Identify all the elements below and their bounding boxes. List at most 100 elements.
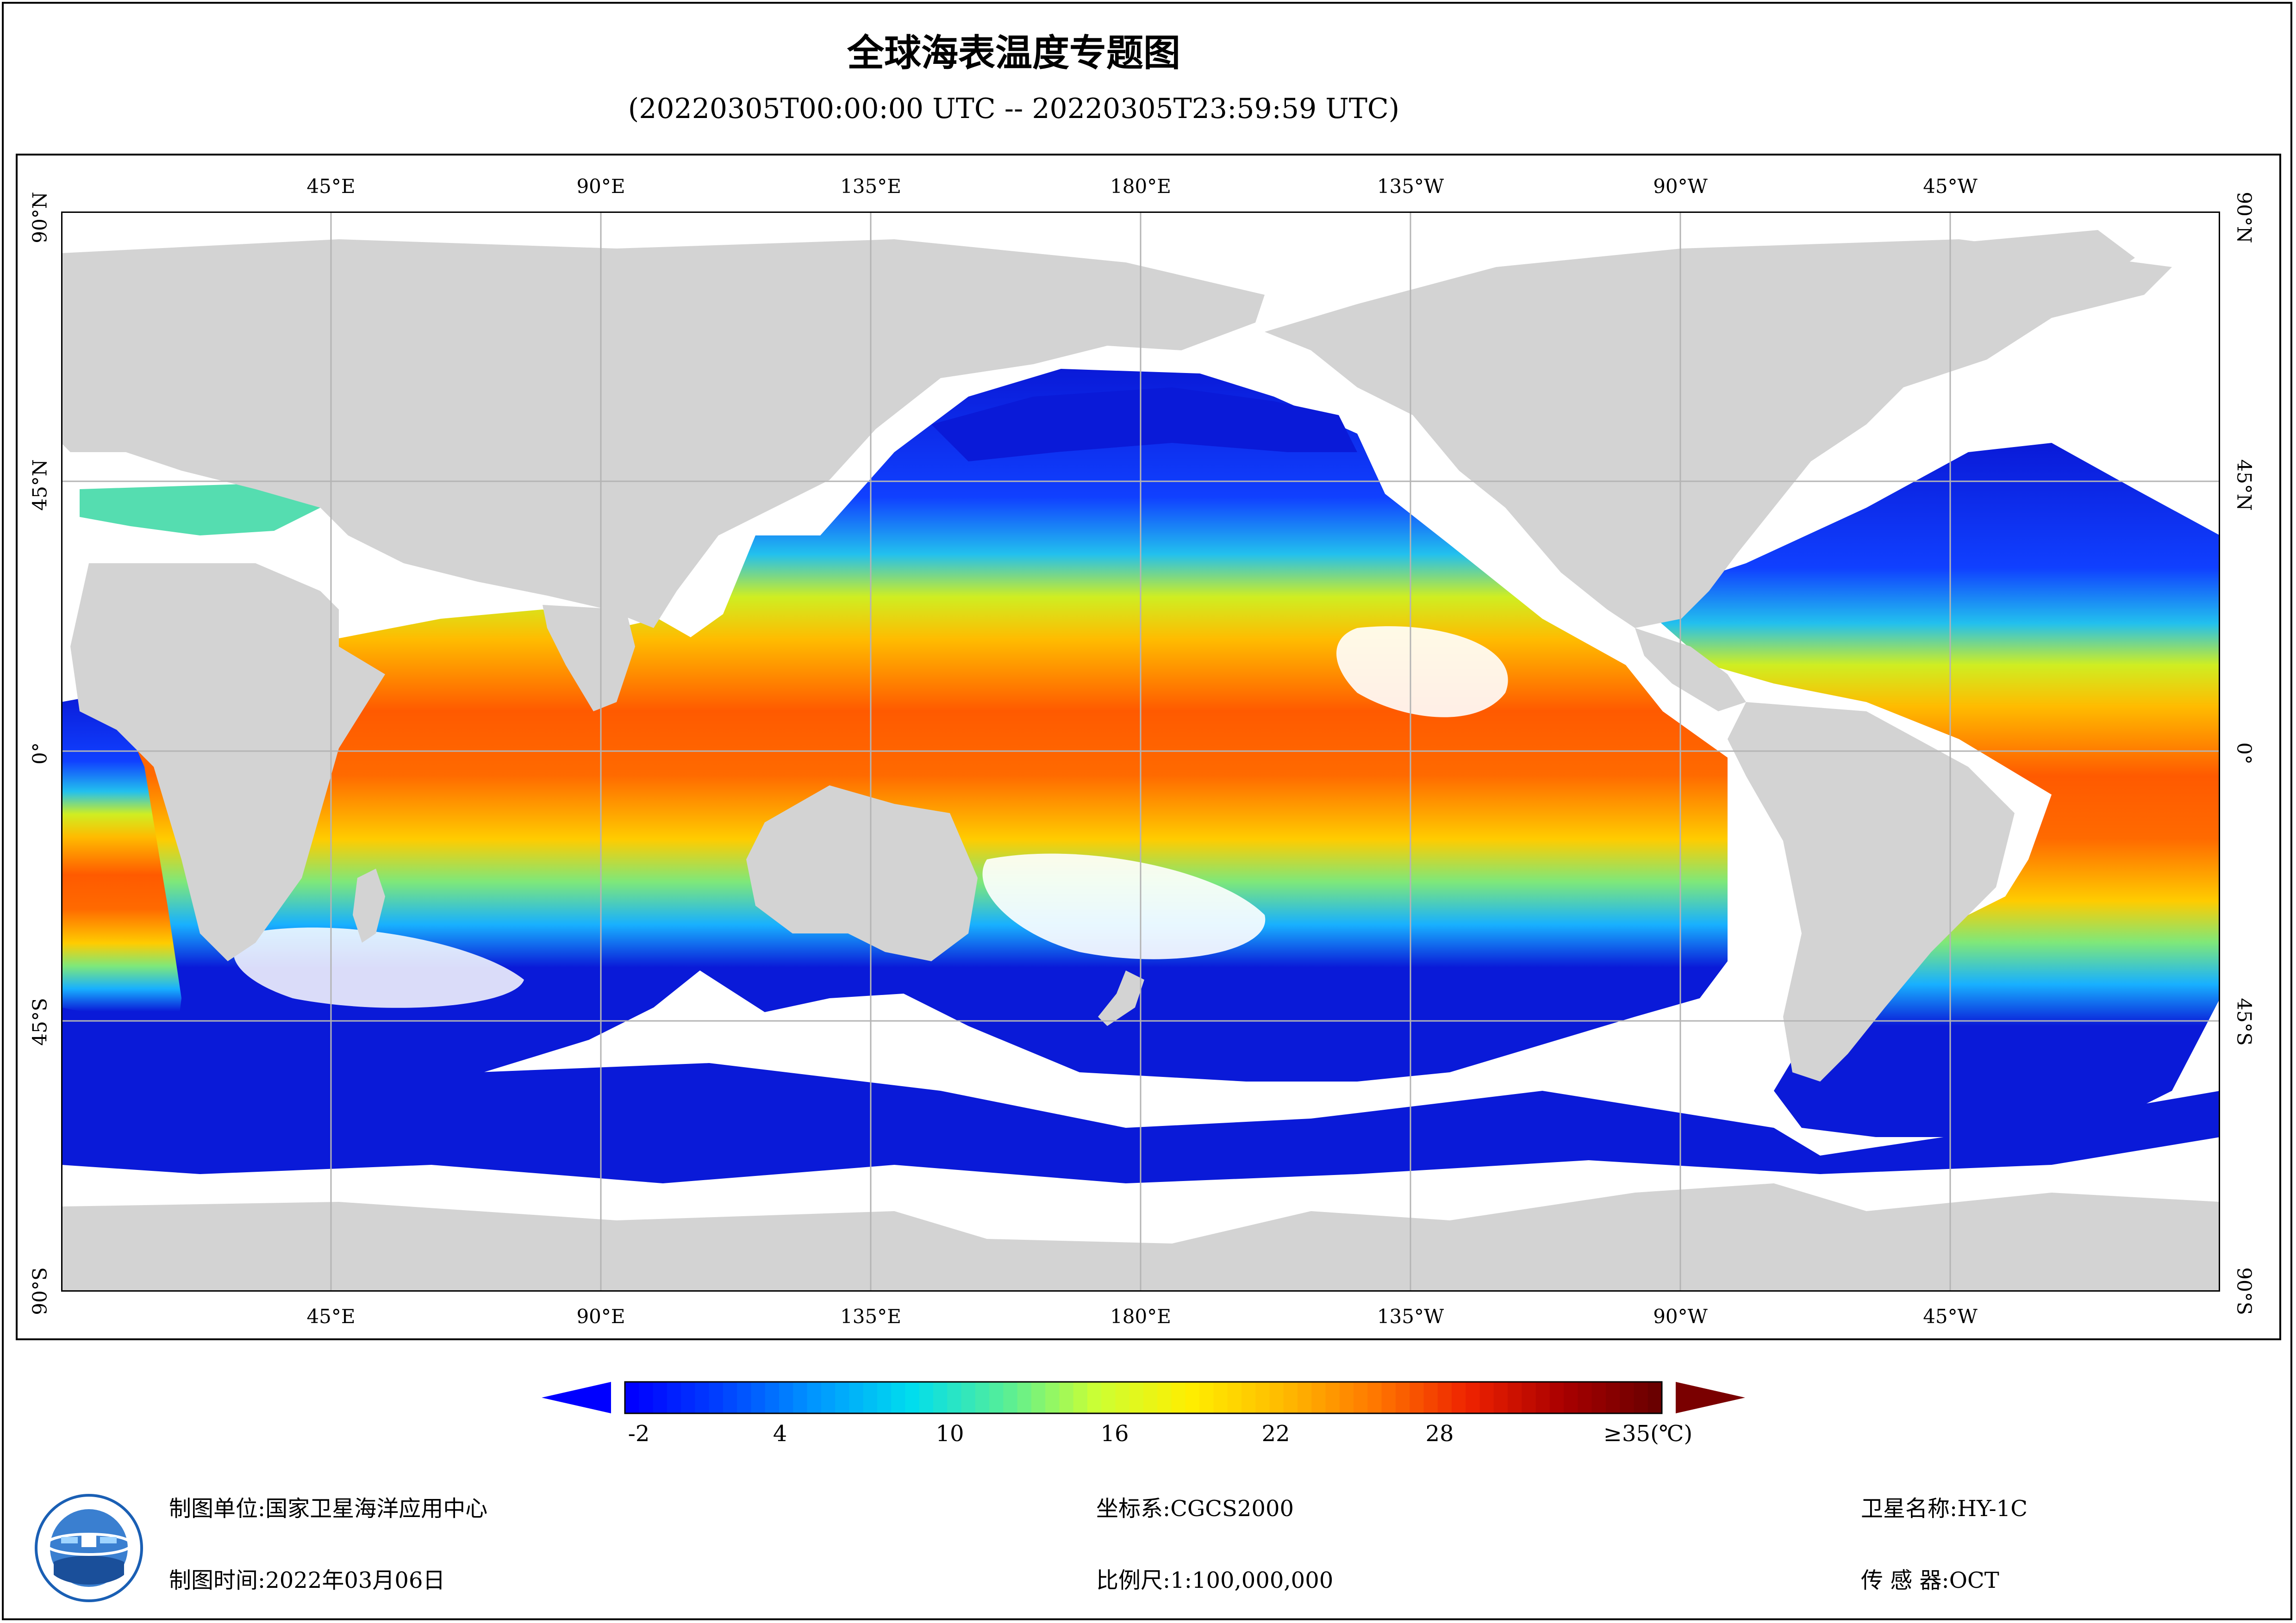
colorbar-cell bbox=[667, 1382, 681, 1413]
colorbar-cell bbox=[905, 1382, 920, 1413]
colorbar-cells bbox=[624, 1381, 1663, 1414]
land-south-america bbox=[1728, 702, 2015, 1082]
colorbar-cell bbox=[1157, 1382, 1172, 1413]
colorbar-cell bbox=[1522, 1382, 1536, 1413]
colorbar-cell bbox=[1634, 1382, 1648, 1413]
lon-label-top-90e: 90°E bbox=[576, 175, 625, 198]
colorbar-cell bbox=[1311, 1382, 1326, 1413]
crs-label: 坐标系: bbox=[1096, 1496, 1171, 1522]
sst-field-atlantic bbox=[1635, 443, 2220, 1137]
colorbar-cell bbox=[1605, 1382, 1620, 1413]
colorbar-cell bbox=[1045, 1382, 1060, 1413]
lon-label-top-135w: 135°W bbox=[1377, 175, 1444, 198]
colorbar-cell bbox=[1213, 1382, 1228, 1413]
colorbar-border bbox=[624, 1381, 1663, 1414]
colorbar-cell bbox=[1283, 1382, 1298, 1413]
colorbar-cell bbox=[1325, 1382, 1340, 1413]
colorbar-cell bbox=[1395, 1382, 1410, 1413]
sst-field-west-africa bbox=[61, 693, 181, 1072]
colorbar-cell bbox=[1143, 1382, 1158, 1413]
colorbar-cell bbox=[947, 1382, 962, 1413]
colorbar-cell bbox=[1003, 1382, 1018, 1413]
lon-label-bottom-90e: 90°E bbox=[576, 1305, 625, 1328]
colorbar-cell bbox=[1017, 1382, 1032, 1413]
colorbar-cell bbox=[919, 1382, 934, 1413]
colorbar-cell bbox=[1185, 1382, 1200, 1413]
scale-label: 比例尺: bbox=[1096, 1567, 1171, 1593]
lon-label-top-90w: 90°W bbox=[1653, 175, 1708, 198]
sensor-info: 传 感 器:OCT bbox=[1861, 1562, 1999, 1594]
colorbar-cell bbox=[1508, 1382, 1522, 1413]
map-org-label: 制图单位: bbox=[169, 1496, 266, 1522]
colorbar-cell bbox=[1423, 1382, 1438, 1413]
scale-info: 比例尺:1:100,000,000 bbox=[1096, 1562, 1333, 1594]
map-time-info: 制图时间:2022年03月06日 bbox=[169, 1562, 445, 1594]
lon-label-top-45e: 45°E bbox=[306, 175, 356, 198]
colorbar-cell bbox=[681, 1382, 695, 1413]
colorbar-cell bbox=[1339, 1382, 1354, 1413]
colorbar-cell bbox=[1591, 1382, 1606, 1413]
colorbar-cell bbox=[1381, 1382, 1396, 1413]
lon-label-top-45w: 45°W bbox=[1923, 175, 1978, 198]
map-org-info: 制图单位:国家卫星海洋应用中心 bbox=[169, 1490, 487, 1523]
colorbar-cell bbox=[821, 1382, 836, 1413]
land-central-america bbox=[1635, 628, 1746, 711]
colorbar-cell bbox=[1031, 1382, 1046, 1413]
colorbar-cell bbox=[1269, 1382, 1284, 1413]
lon-label-bottom-135e: 135°E bbox=[840, 1305, 901, 1328]
land-india-seasia bbox=[543, 605, 635, 711]
colorbar-cell bbox=[1479, 1382, 1494, 1413]
sst-field-kuroshio-cold bbox=[931, 387, 1357, 461]
time-range-subtitle: (20220305T00:00:00 UTC -- 20220305T23:59… bbox=[628, 93, 1400, 125]
lat-label-left-45s: 45°S bbox=[28, 998, 51, 1046]
colorbar-cell bbox=[1101, 1382, 1116, 1413]
colorbar-cell bbox=[1493, 1382, 1508, 1413]
colorbar-cell bbox=[1410, 1382, 1424, 1413]
colorbar-cell bbox=[849, 1382, 864, 1413]
sst-field-mediterranean bbox=[80, 482, 320, 535]
temperature-colorbar bbox=[542, 1381, 1745, 1414]
crs-info: 坐标系:CGCS2000 bbox=[1096, 1490, 1294, 1523]
colorbar-cell bbox=[625, 1382, 639, 1413]
cloud-gap-indian bbox=[233, 927, 524, 1008]
colorbar-under-arrow bbox=[542, 1382, 611, 1413]
lat-label-right-equator: 0° bbox=[2233, 742, 2256, 765]
colorbar-cell bbox=[877, 1382, 892, 1413]
colorbar-cell bbox=[1171, 1382, 1186, 1413]
land-eurasia bbox=[61, 239, 1265, 628]
colorbar-cell bbox=[1437, 1382, 1452, 1413]
colorbar-cell bbox=[709, 1382, 724, 1413]
sst-map bbox=[61, 211, 2220, 1292]
scale-value: 1:100,000,000 bbox=[1170, 1567, 1334, 1593]
lon-label-bottom-45w: 45°W bbox=[1923, 1305, 1978, 1328]
colorbar-cell bbox=[1059, 1382, 1074, 1413]
colorbar-cell bbox=[933, 1382, 948, 1413]
crs-value: CGCS2000 bbox=[1170, 1496, 1294, 1522]
cloud-gap-pacific bbox=[1336, 626, 1508, 717]
colorbar-cell bbox=[1354, 1382, 1368, 1413]
lat-label-left-equator: 0° bbox=[28, 742, 51, 765]
colorbar-cell bbox=[1241, 1382, 1256, 1413]
colorbar-cell bbox=[989, 1382, 1004, 1413]
colorbar-cell bbox=[1255, 1382, 1270, 1413]
lat-label-left-90n: 90°N bbox=[28, 192, 51, 243]
lon-label-top-180e: 180°E bbox=[1110, 175, 1171, 198]
satellite-value: HY-1C bbox=[1957, 1496, 2028, 1522]
lon-label-bottom-45e: 45°E bbox=[306, 1305, 356, 1328]
colorbar-tick-label-35-unit: ≥35(℃) bbox=[1603, 1421, 1693, 1447]
lat-label-right-90n: 90°N bbox=[2233, 192, 2256, 243]
lat-label-left-45n: 45°N bbox=[28, 459, 51, 511]
nsoas-logo bbox=[35, 1494, 143, 1602]
colorbar-cell bbox=[1087, 1382, 1102, 1413]
colorbar-cell bbox=[751, 1382, 766, 1413]
colorbar-cell bbox=[1115, 1382, 1130, 1413]
colorbar-tick-label-10: 10 bbox=[936, 1421, 964, 1447]
colorbar-cell bbox=[779, 1382, 793, 1413]
lat-label-right-45s: 45°S bbox=[2233, 998, 2256, 1046]
graticule bbox=[61, 211, 2220, 1292]
lat-label-right-45n: 45°N bbox=[2233, 459, 2256, 511]
colorbar-cell bbox=[793, 1382, 808, 1413]
colorbar-cell bbox=[695, 1382, 710, 1413]
lon-label-top-135e: 135°E bbox=[840, 175, 901, 198]
lon-label-bottom-135w: 135°W bbox=[1377, 1305, 1444, 1328]
